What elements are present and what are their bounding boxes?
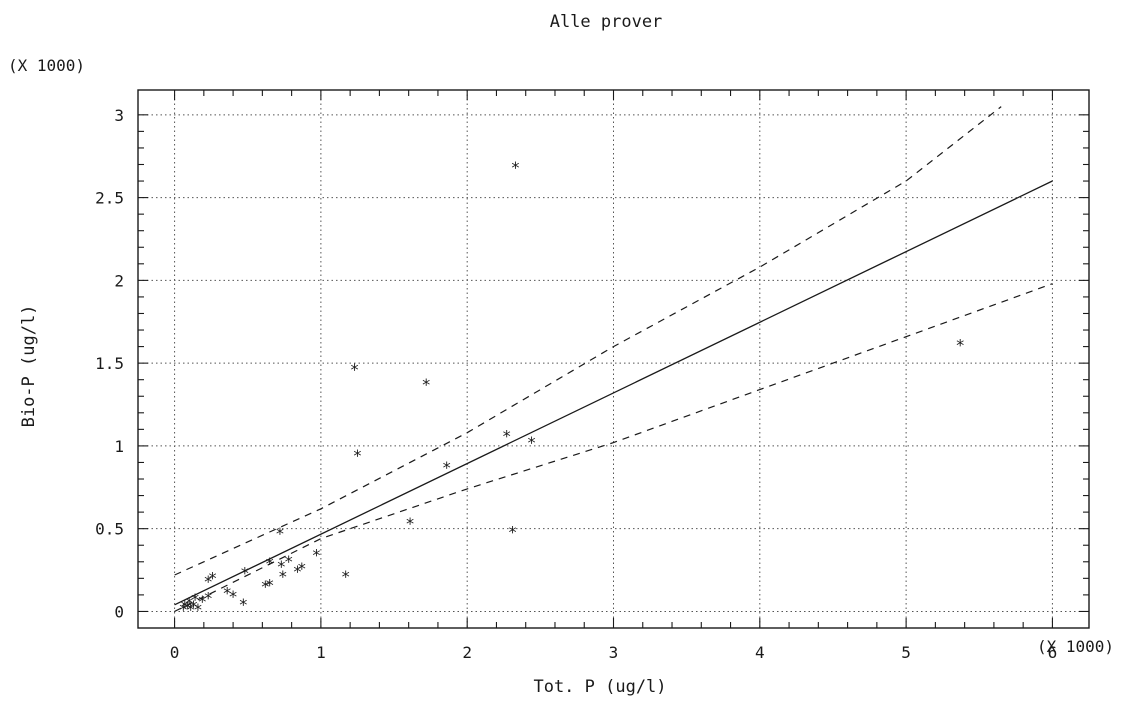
data-point: *	[193, 600, 203, 619]
data-point: *	[260, 577, 270, 596]
data-point: *	[284, 552, 294, 571]
y-tick-label: 1.5	[95, 354, 124, 373]
data-point: *	[186, 600, 196, 619]
data-point: *	[341, 567, 351, 586]
data-point: *	[228, 587, 238, 606]
data-point: *	[527, 433, 537, 452]
data-point: *	[508, 522, 518, 541]
data-point: *	[203, 589, 213, 608]
x-tick-label: 4	[755, 643, 765, 662]
ticks: 0 1 2 3 4 5 6 0 0.5 1 1.5 2 2.5 3	[95, 90, 1089, 662]
y-tick-label: 0.5	[95, 520, 124, 539]
x-tick-label: 3	[609, 643, 619, 662]
data-point: *	[239, 595, 249, 614]
y-tick-label: 2.5	[95, 189, 124, 208]
chart-title: Alle prover	[550, 12, 663, 32]
lines	[174, 106, 1053, 612]
data-point: *	[222, 584, 232, 603]
data-point: *	[278, 567, 288, 586]
regression-line	[174, 180, 1053, 606]
x-tick-label: 5	[901, 643, 911, 662]
data-point: *	[190, 590, 200, 609]
data-point: *	[353, 446, 363, 465]
confidence-band-2	[174, 283, 1053, 612]
data-point: *	[502, 426, 512, 445]
data-point: *	[203, 572, 213, 591]
x-multiplier-label: (X 1000)	[1037, 637, 1114, 656]
data-point: *	[189, 597, 199, 616]
data-point: *	[265, 575, 275, 594]
y-tick-label: 3	[114, 106, 124, 125]
plot-frame	[137, 89, 1090, 629]
data-point: *	[297, 559, 307, 578]
data-point: *	[183, 598, 193, 617]
y-tick-label: 1	[114, 437, 124, 456]
data-point: *	[955, 335, 965, 354]
data-point: *	[198, 592, 208, 611]
data-point: *	[511, 158, 521, 177]
y-tick-label: 2	[114, 271, 124, 290]
data-point: *	[442, 458, 452, 477]
data-point: *	[180, 597, 190, 616]
x-tick-label: 6	[1048, 643, 1058, 662]
x-tick-label: 0	[170, 643, 180, 662]
data-point: *	[208, 569, 218, 588]
confidence-band-1	[174, 106, 1002, 576]
data-points: ***** **** ***** * *** * *** ******** ** *****	[179, 158, 966, 619]
data-point: *	[421, 375, 431, 394]
data-point: *	[179, 600, 189, 619]
y-axis-label: Bio-P (ug/l)	[19, 305, 39, 428]
y-multiplier-label: (X 1000)	[8, 56, 85, 75]
data-point: *	[350, 360, 360, 379]
data-point: *	[277, 557, 287, 576]
data-point: *	[184, 594, 194, 613]
x-tick-label: 2	[462, 643, 472, 662]
x-tick-label: 1	[316, 643, 326, 662]
y-tick-label: 0	[114, 602, 124, 621]
data-point: *	[405, 514, 415, 533]
data-point: *	[265, 554, 275, 573]
data-point: *	[293, 562, 303, 581]
data-point: *	[312, 546, 322, 565]
x-axis-label: Tot. P (ug/l)	[533, 677, 666, 697]
data-point: *	[240, 564, 250, 583]
grid	[138, 90, 1089, 628]
data-point: *	[275, 524, 285, 543]
